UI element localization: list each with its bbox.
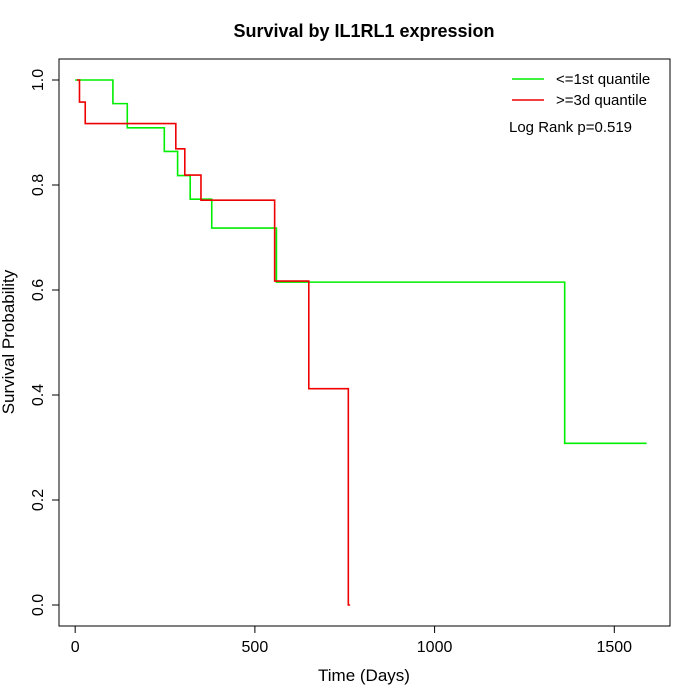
plot-frame — [58, 58, 671, 627]
y-tick-label: 0.0 — [30, 594, 47, 616]
series-line-1 — [76, 79, 351, 606]
legend-label-0: <=1st quantile — [556, 71, 650, 88]
x-tick-label: 1000 — [417, 639, 453, 656]
y-tick-label: 0.6 — [30, 279, 47, 301]
log-rank-annotation: Log Rank p=0.519 — [509, 119, 632, 136]
curves — [75, 79, 647, 606]
y-tick-label: 0.4 — [30, 384, 47, 406]
y-axis: 0.0 0.2 0.4 0.6 0.8 1.0 — [30, 69, 60, 616]
y-tick-label: 0.8 — [30, 174, 47, 196]
y-axis-label: Survival Probability — [0, 269, 18, 414]
chart-title: Survival by IL1RL1 expression — [233, 21, 494, 41]
y-tick-label: 0.2 — [30, 489, 47, 511]
legend: <=1st quantile >=3d quantile — [512, 71, 650, 109]
legend-label-1: >=3d quantile — [556, 92, 647, 109]
y-tick-label: 1.0 — [30, 69, 47, 91]
x-tick-label: 1500 — [596, 639, 632, 656]
x-axis: 0 500 1000 1500 — [71, 625, 632, 656]
x-tick-label: 500 — [242, 639, 269, 656]
x-axis-label: Time (Days) — [318, 666, 410, 685]
series-line-0 — [75, 79, 647, 445]
x-tick-label: 0 — [71, 639, 80, 656]
